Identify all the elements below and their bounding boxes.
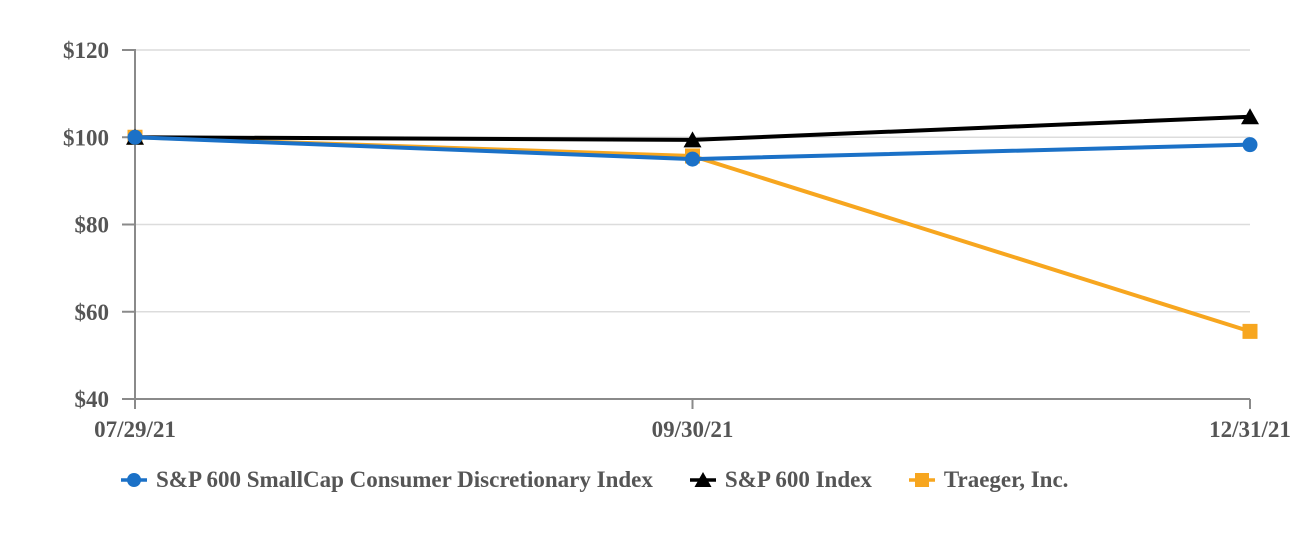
legend-item-sp600-index: S&P 600 Index [689, 466, 872, 494]
legend-label: S&P 600 SmallCap Consumer Discretionary … [156, 467, 653, 492]
blue-circle-marker-icon [121, 472, 147, 487]
y-tick-label: $40 [75, 387, 110, 412]
legend-marker [694, 471, 712, 487]
data-point [1242, 323, 1258, 339]
legend-item-smallcap-index: S&P 600 SmallCap Consumer Discretionary … [120, 466, 653, 494]
legend-marker [914, 472, 929, 487]
data-point [1241, 108, 1259, 125]
y-tick-label: $60 [75, 300, 110, 325]
legend-label: Traeger, Inc. [943, 467, 1069, 492]
y-tick-label: $120 [63, 38, 109, 63]
series-0 [127, 129, 1258, 167]
x-tick-label: 12/31/21 [1209, 417, 1291, 442]
legend-label: S&P 600 Index [724, 467, 872, 492]
chart-legend: S&P 600 SmallCap Consumer Discretionary … [0, 466, 1300, 494]
orange-square-marker-icon [908, 472, 935, 487]
legend-marker [127, 472, 141, 487]
x-tick-label: 07/29/21 [94, 417, 176, 442]
plot-area: $40 $60 $80 $100 $120 07/29/21 09/30/21 12/31/2… [63, 38, 1291, 442]
data-point [685, 151, 700, 167]
black-triangle-marker-icon [689, 471, 716, 487]
data-point [127, 129, 143, 145]
data-point [683, 131, 702, 148]
y-tick-label: $100 [63, 125, 109, 150]
data-point [1242, 137, 1258, 153]
x-tick-label: 09/30/21 [652, 417, 734, 442]
y-tick-label: $80 [75, 213, 110, 238]
legend-item-traeger: Traeger, Inc. [908, 466, 1069, 494]
